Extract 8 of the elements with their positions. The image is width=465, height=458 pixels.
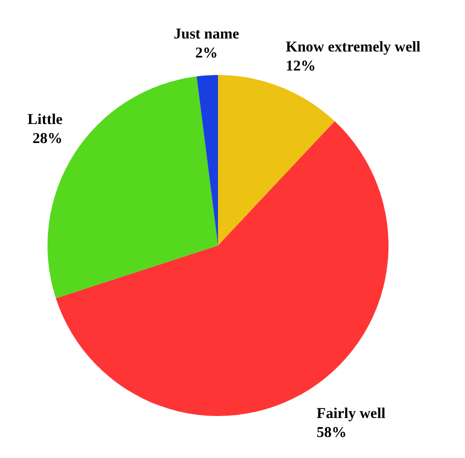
slice-label: Know extremely well [286, 39, 420, 56]
slice-label: Little [28, 112, 63, 128]
data-label: 12% [286, 58, 316, 74]
slice-label: Just name [174, 26, 240, 43]
slice-label: Fairly well [316, 406, 386, 422]
data-label: 58% [316, 424, 347, 441]
data-label: 2% [195, 46, 218, 62]
data-label: 28% [32, 130, 63, 147]
